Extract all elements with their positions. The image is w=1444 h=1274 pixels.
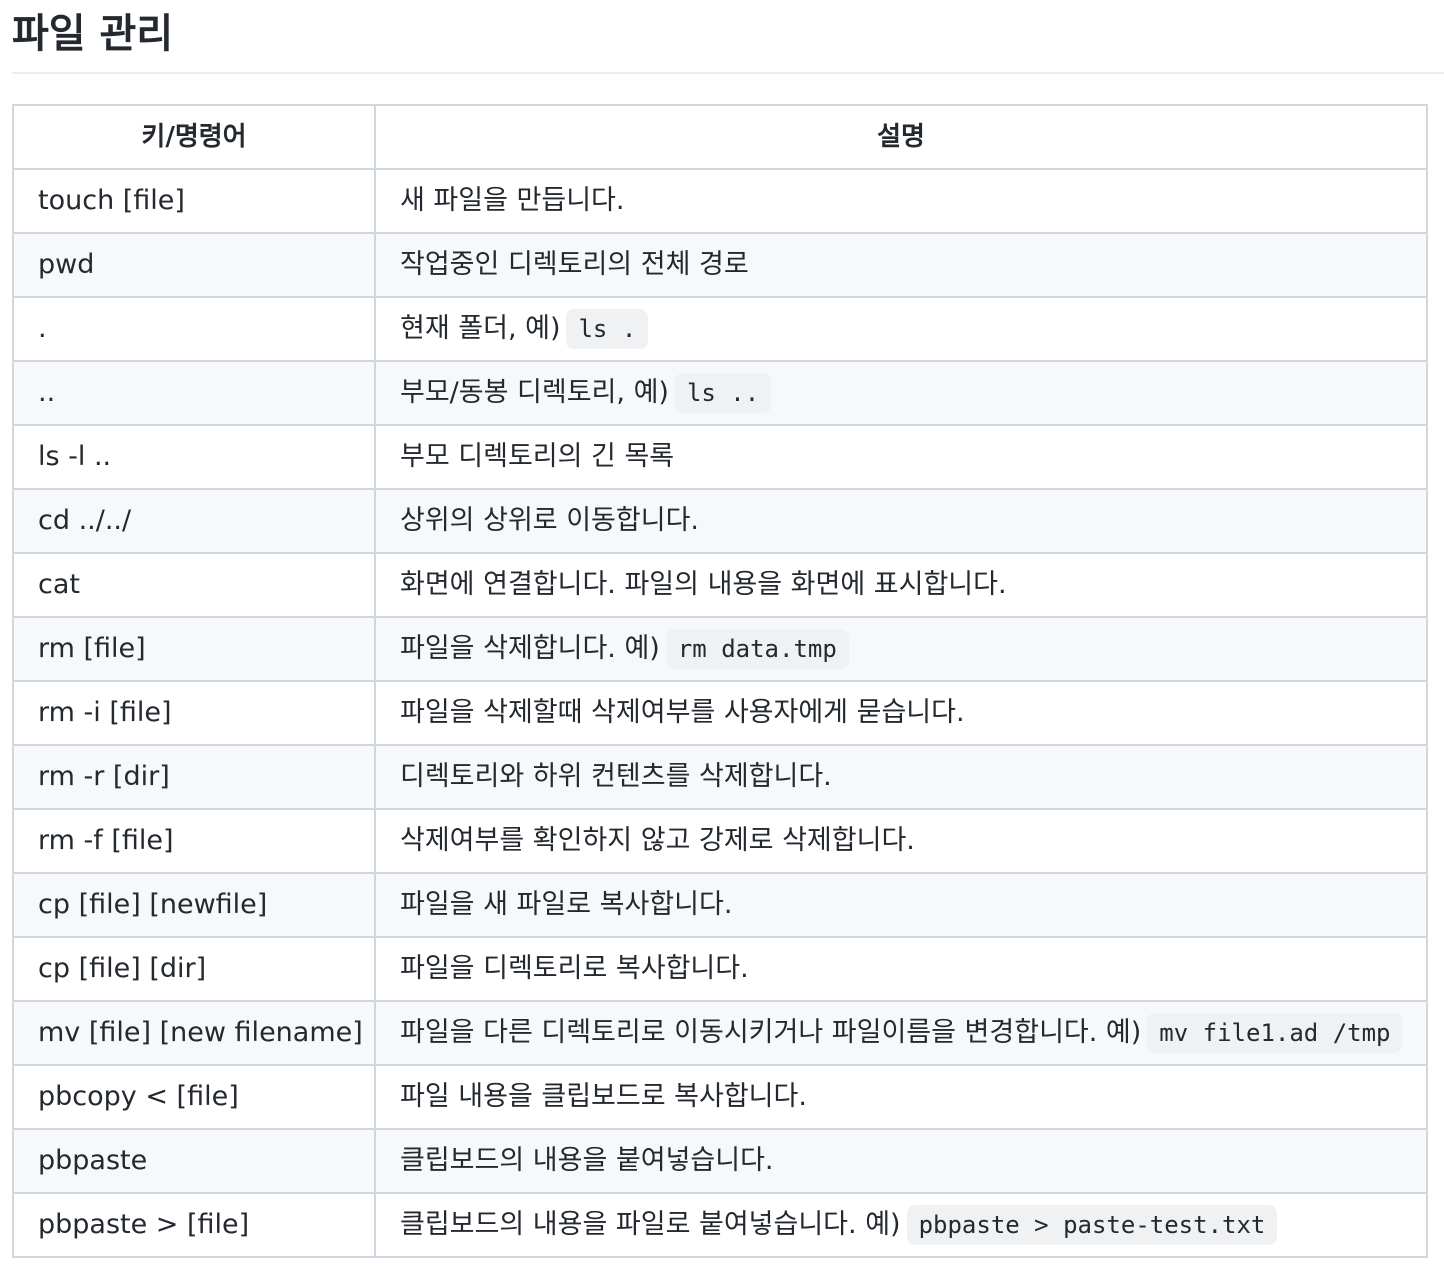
section-heading: 파일 관리 (12, 0, 1444, 74)
command-table: 키/명령어 설명 touch [file] 새 파일을 만듭니다. pwd 작업중인 … (12, 104, 1428, 1258)
description-cell: 삭제여부를 확인하지 않고 강제로 삭제합니다. (374, 808, 1428, 874)
table-row: ls -l .. 부모 디렉토리의 긴 목록 (12, 424, 1428, 490)
command-key-cell: pwd (12, 232, 376, 298)
inline-code-example: ls .. (674, 373, 772, 413)
description-cell: 새 파일을 만듭니다. (374, 168, 1428, 234)
table-row: . 현재 폴더, 예) ls . (12, 296, 1428, 362)
table-row: rm -f [file] 삭제여부를 확인하지 않고 강제로 삭제합니다. (12, 808, 1428, 874)
command-key-cell: pbpaste > [file] (12, 1192, 376, 1258)
command-key-cell: mv [file] [new filename] (12, 1000, 376, 1066)
command-key-cell: .. (12, 360, 376, 426)
description-cell: 파일을 새 파일로 복사합니다. (374, 872, 1428, 938)
description-cell: 현재 폴더, 예) ls . (374, 296, 1428, 362)
description-text: 화면에 연결합니다. 파일의 내용을 화면에 표시합니다. (400, 569, 1007, 600)
command-key-cell: rm -r [dir] (12, 744, 376, 810)
description-cell: 부모 디렉토리의 긴 목록 (374, 424, 1428, 490)
table-row: pwd 작업중인 디렉토리의 전체 경로 (12, 232, 1428, 298)
description-cell: 상위의 상위로 이동합니다. (374, 488, 1428, 554)
table-row: cd ../../ 상위의 상위로 이동합니다. (12, 488, 1428, 554)
table-row: pbpaste 클립보드의 내용을 붙여넣습니다. (12, 1128, 1428, 1194)
table-row: pbpaste > [file] 클립보드의 내용을 파일로 붙여넣습니다. 예)… (12, 1192, 1428, 1258)
description-text: 작업중인 디렉토리의 전체 경로 (400, 249, 749, 280)
description-text: 클립보드의 내용을 붙여넣습니다. (400, 1145, 774, 1176)
description-cell: 파일 내용을 클립보드로 복사합니다. (374, 1064, 1428, 1130)
description-text: 파일을 새 파일로 복사합니다. (400, 889, 733, 920)
description-cell: 디렉토리와 하위 컨텐츠를 삭제합니다. (374, 744, 1428, 810)
description-text: 파일을 다른 디렉토리로 이동시키거나 파일이름을 변경합니다. 예) (400, 1017, 1142, 1048)
description-text: 현재 폴더, 예) (400, 313, 561, 344)
table-row: rm [file] 파일을 삭제합니다. 예) rm data.tmp (12, 616, 1428, 682)
command-key-cell: cat (12, 552, 376, 618)
description-text: 파일을 디렉토리로 복사합니다. (400, 953, 749, 984)
page-title: 파일 관리 (12, 11, 174, 57)
inline-code-example: rm data.tmp (665, 629, 849, 669)
description-cell: 파일을 삭제합니다. 예) rm data.tmp (374, 616, 1428, 682)
table-row: cat 화면에 연결합니다. 파일의 내용을 화면에 표시합니다. (12, 552, 1428, 618)
command-key-cell: . (12, 296, 376, 362)
command-key-cell: rm [file] (12, 616, 376, 682)
description-cell: 파일을 디렉토리로 복사합니다. (374, 936, 1428, 1002)
description-cell: 작업중인 디렉토리의 전체 경로 (374, 232, 1428, 298)
description-cell: 파일을 다른 디렉토리로 이동시키거나 파일이름을 변경합니다. 예) mv fi… (374, 1000, 1428, 1066)
description-cell: 파일을 삭제할때 삭제여부를 사용자에게 묻습니다. (374, 680, 1428, 746)
table-row: touch [file] 새 파일을 만듭니다. (12, 168, 1428, 234)
description-cell: 화면에 연결합니다. 파일의 내용을 화면에 표시합니다. (374, 552, 1428, 618)
command-key-cell: pbcopy < [file] (12, 1064, 376, 1130)
description-text: 클립보드의 내용을 파일로 붙여넣습니다. 예) (400, 1209, 901, 1240)
command-key-cell: cd ../../ (12, 488, 376, 554)
command-key-cell: touch [file] (12, 168, 376, 234)
description-text: 부모 디렉토리의 긴 목록 (400, 441, 675, 472)
table-row: pbcopy < [file] 파일 내용을 클립보드로 복사합니다. (12, 1064, 1428, 1130)
command-key-cell: cp [file] [dir] (12, 936, 376, 1002)
description-cell: 클립보드의 내용을 파일로 붙여넣습니다. 예) pbpaste > paste-… (374, 1192, 1428, 1258)
description-text: 파일을 삭제할때 삭제여부를 사용자에게 묻습니다. (400, 697, 965, 728)
command-key-cell: rm -f [file] (12, 808, 376, 874)
table-row: cp [file] [newfile] 파일을 새 파일로 복사합니다. (12, 872, 1428, 938)
description-text: 파일을 삭제합니다. 예) (400, 633, 660, 664)
command-key-cell: pbpaste (12, 1128, 376, 1194)
table-header-row: 키/명령어 설명 (12, 104, 1428, 170)
inline-code-example: ls . (566, 309, 649, 349)
header-description: 설명 (374, 104, 1428, 170)
description-text: 상위의 상위로 이동합니다. (400, 505, 699, 536)
description-text: 디렉토리와 하위 컨텐츠를 삭제합니다. (400, 761, 832, 792)
table-row: rm -r [dir] 디렉토리와 하위 컨텐츠를 삭제합니다. (12, 744, 1428, 810)
command-key-cell: ls -l .. (12, 424, 376, 490)
table-row: cp [file] [dir] 파일을 디렉토리로 복사합니다. (12, 936, 1428, 1002)
command-key-cell: rm -i [file] (12, 680, 376, 746)
description-cell: 클립보드의 내용을 붙여넣습니다. (374, 1128, 1428, 1194)
table-row: .. 부모/동봉 디렉토리, 예) ls .. (12, 360, 1428, 426)
description-cell: 부모/동봉 디렉토리, 예) ls .. (374, 360, 1428, 426)
description-text: 새 파일을 만듭니다. (400, 185, 625, 216)
command-key-cell: cp [file] [newfile] (12, 872, 376, 938)
inline-code-example: mv file1.ad /tmp (1147, 1013, 1403, 1053)
table-row: mv [file] [new filename] 파일을 다른 디렉토리로 이동시… (12, 1000, 1428, 1066)
description-text: 파일 내용을 클립보드로 복사합니다. (400, 1081, 807, 1112)
header-key: 키/명령어 (12, 104, 376, 170)
inline-code-example: pbpaste > paste-test.txt (906, 1205, 1278, 1245)
description-text: 삭제여부를 확인하지 않고 강제로 삭제합니다. (400, 825, 915, 856)
table-row: rm -i [file] 파일을 삭제할때 삭제여부를 사용자에게 묻습니다. (12, 680, 1428, 746)
description-text: 부모/동봉 디렉토리, 예) (400, 377, 669, 408)
